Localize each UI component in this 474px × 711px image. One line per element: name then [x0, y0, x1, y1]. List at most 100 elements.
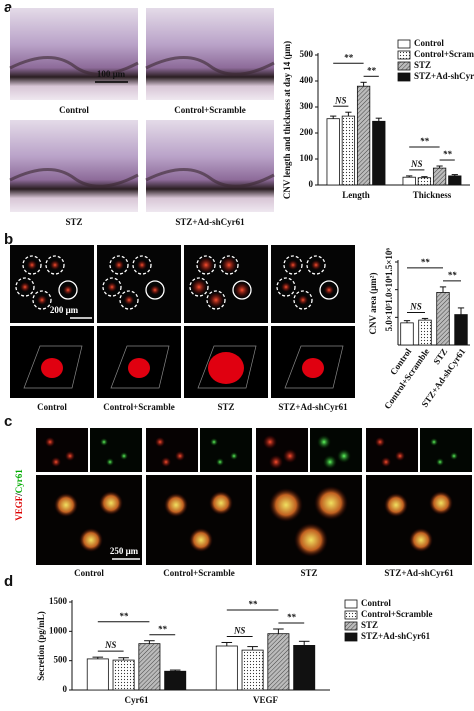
lesion-outline	[145, 280, 165, 300]
panel-letter: d	[4, 573, 13, 590]
legend-label: Control+Scramble	[414, 49, 474, 59]
bar	[215, 645, 238, 691]
significance-label: **	[420, 136, 430, 146]
micrograph	[146, 120, 274, 212]
lesion	[37, 295, 47, 305]
image-caption: Control	[74, 568, 104, 578]
bar	[436, 292, 450, 346]
legend-label: STZ+Ad-shCyr61	[361, 631, 431, 641]
significance-label: **	[248, 599, 258, 609]
lesion	[311, 260, 321, 270]
lesion	[395, 451, 405, 461]
y-tick-label: 1500	[49, 596, 68, 606]
bar	[418, 319, 432, 346]
y-tick-label: 0	[63, 684, 68, 694]
lesion	[409, 528, 433, 552]
bar	[432, 167, 447, 186]
lesion	[99, 491, 123, 515]
significance-label: **	[158, 624, 168, 634]
lesion	[314, 486, 348, 520]
lesion	[65, 451, 75, 461]
y-tick-label: 1.5×10⁶	[384, 248, 394, 276]
lesion	[269, 488, 303, 522]
micrograph	[10, 8, 138, 100]
lesion	[155, 437, 165, 447]
panel-letter: a	[4, 0, 13, 16]
lesion-outline	[189, 277, 209, 297]
lesion-outline	[22, 255, 42, 275]
lesion	[54, 493, 78, 517]
legend-label: STZ	[414, 60, 431, 70]
bar	[293, 645, 316, 691]
lesion	[337, 449, 351, 463]
micrograph-red	[36, 428, 88, 472]
lesion	[124, 295, 134, 305]
lesion	[210, 438, 218, 446]
lesion	[324, 285, 334, 295]
lesion-outline	[132, 255, 152, 275]
lesion	[191, 279, 207, 295]
lesion	[230, 452, 238, 460]
lesion	[189, 528, 213, 552]
lesion	[27, 260, 37, 270]
lesion	[209, 491, 233, 515]
lesion	[429, 491, 453, 515]
bar	[241, 649, 264, 691]
legend-swatch	[397, 39, 411, 49]
lesion	[100, 438, 108, 446]
micrograph-red	[366, 428, 418, 472]
lesion	[216, 458, 224, 466]
lesion-outline	[319, 280, 339, 300]
stain-label-part: Cyr61	[14, 469, 24, 493]
scale-bar-label: 100 μm	[97, 69, 126, 79]
lesion	[281, 282, 291, 292]
significance-label: NS	[410, 159, 423, 169]
y-tick-label: 200	[300, 127, 314, 137]
3d-box	[110, 345, 170, 389]
legend-swatch	[344, 632, 358, 642]
image-caption: Control+Scramble	[174, 105, 245, 115]
bar	[454, 314, 468, 346]
3d-lesion	[41, 358, 63, 378]
lesion	[283, 449, 297, 463]
lesion	[221, 257, 237, 273]
significance-label: NS	[233, 626, 246, 636]
significance-label: **	[448, 270, 458, 280]
lesion-outline	[32, 290, 52, 310]
x-tick-label: Thickness	[413, 190, 452, 200]
lesion	[161, 457, 171, 467]
legend-label: Control	[414, 38, 444, 48]
y-tick-label: 5.0×10⁵	[384, 303, 394, 331]
lesion-outline	[206, 290, 226, 310]
lesion-outline	[196, 255, 216, 275]
tissue-fold	[145, 168, 275, 188]
lesion	[436, 458, 444, 466]
micrograph-green	[200, 428, 252, 472]
legend-label: STZ	[361, 620, 378, 630]
lesion	[51, 457, 61, 467]
lesion	[208, 292, 224, 308]
image-caption: Control+Scramble	[103, 402, 174, 412]
bar	[164, 670, 187, 691]
y-axis-title: CNV area (μm²)	[368, 273, 378, 335]
bar	[417, 177, 432, 186]
legend-label: STZ+Ad-shCyr61	[414, 71, 474, 81]
lesion	[150, 285, 160, 295]
lesion	[298, 295, 308, 305]
bar	[341, 115, 356, 186]
legend-swatch	[344, 599, 358, 609]
lesion	[263, 435, 277, 449]
y-tick-label: 500	[300, 49, 314, 59]
lesion	[137, 260, 147, 270]
lesion	[294, 523, 328, 557]
bar	[372, 120, 386, 186]
lesion-outline	[276, 277, 296, 297]
y-axis-title: CNV length and thickness at day 14 (μm)	[282, 41, 292, 199]
lesion	[79, 528, 103, 552]
significance-label: **	[443, 149, 453, 159]
lesion	[384, 493, 408, 517]
bar	[448, 175, 462, 186]
bar	[326, 118, 340, 186]
lesion	[288, 260, 298, 270]
